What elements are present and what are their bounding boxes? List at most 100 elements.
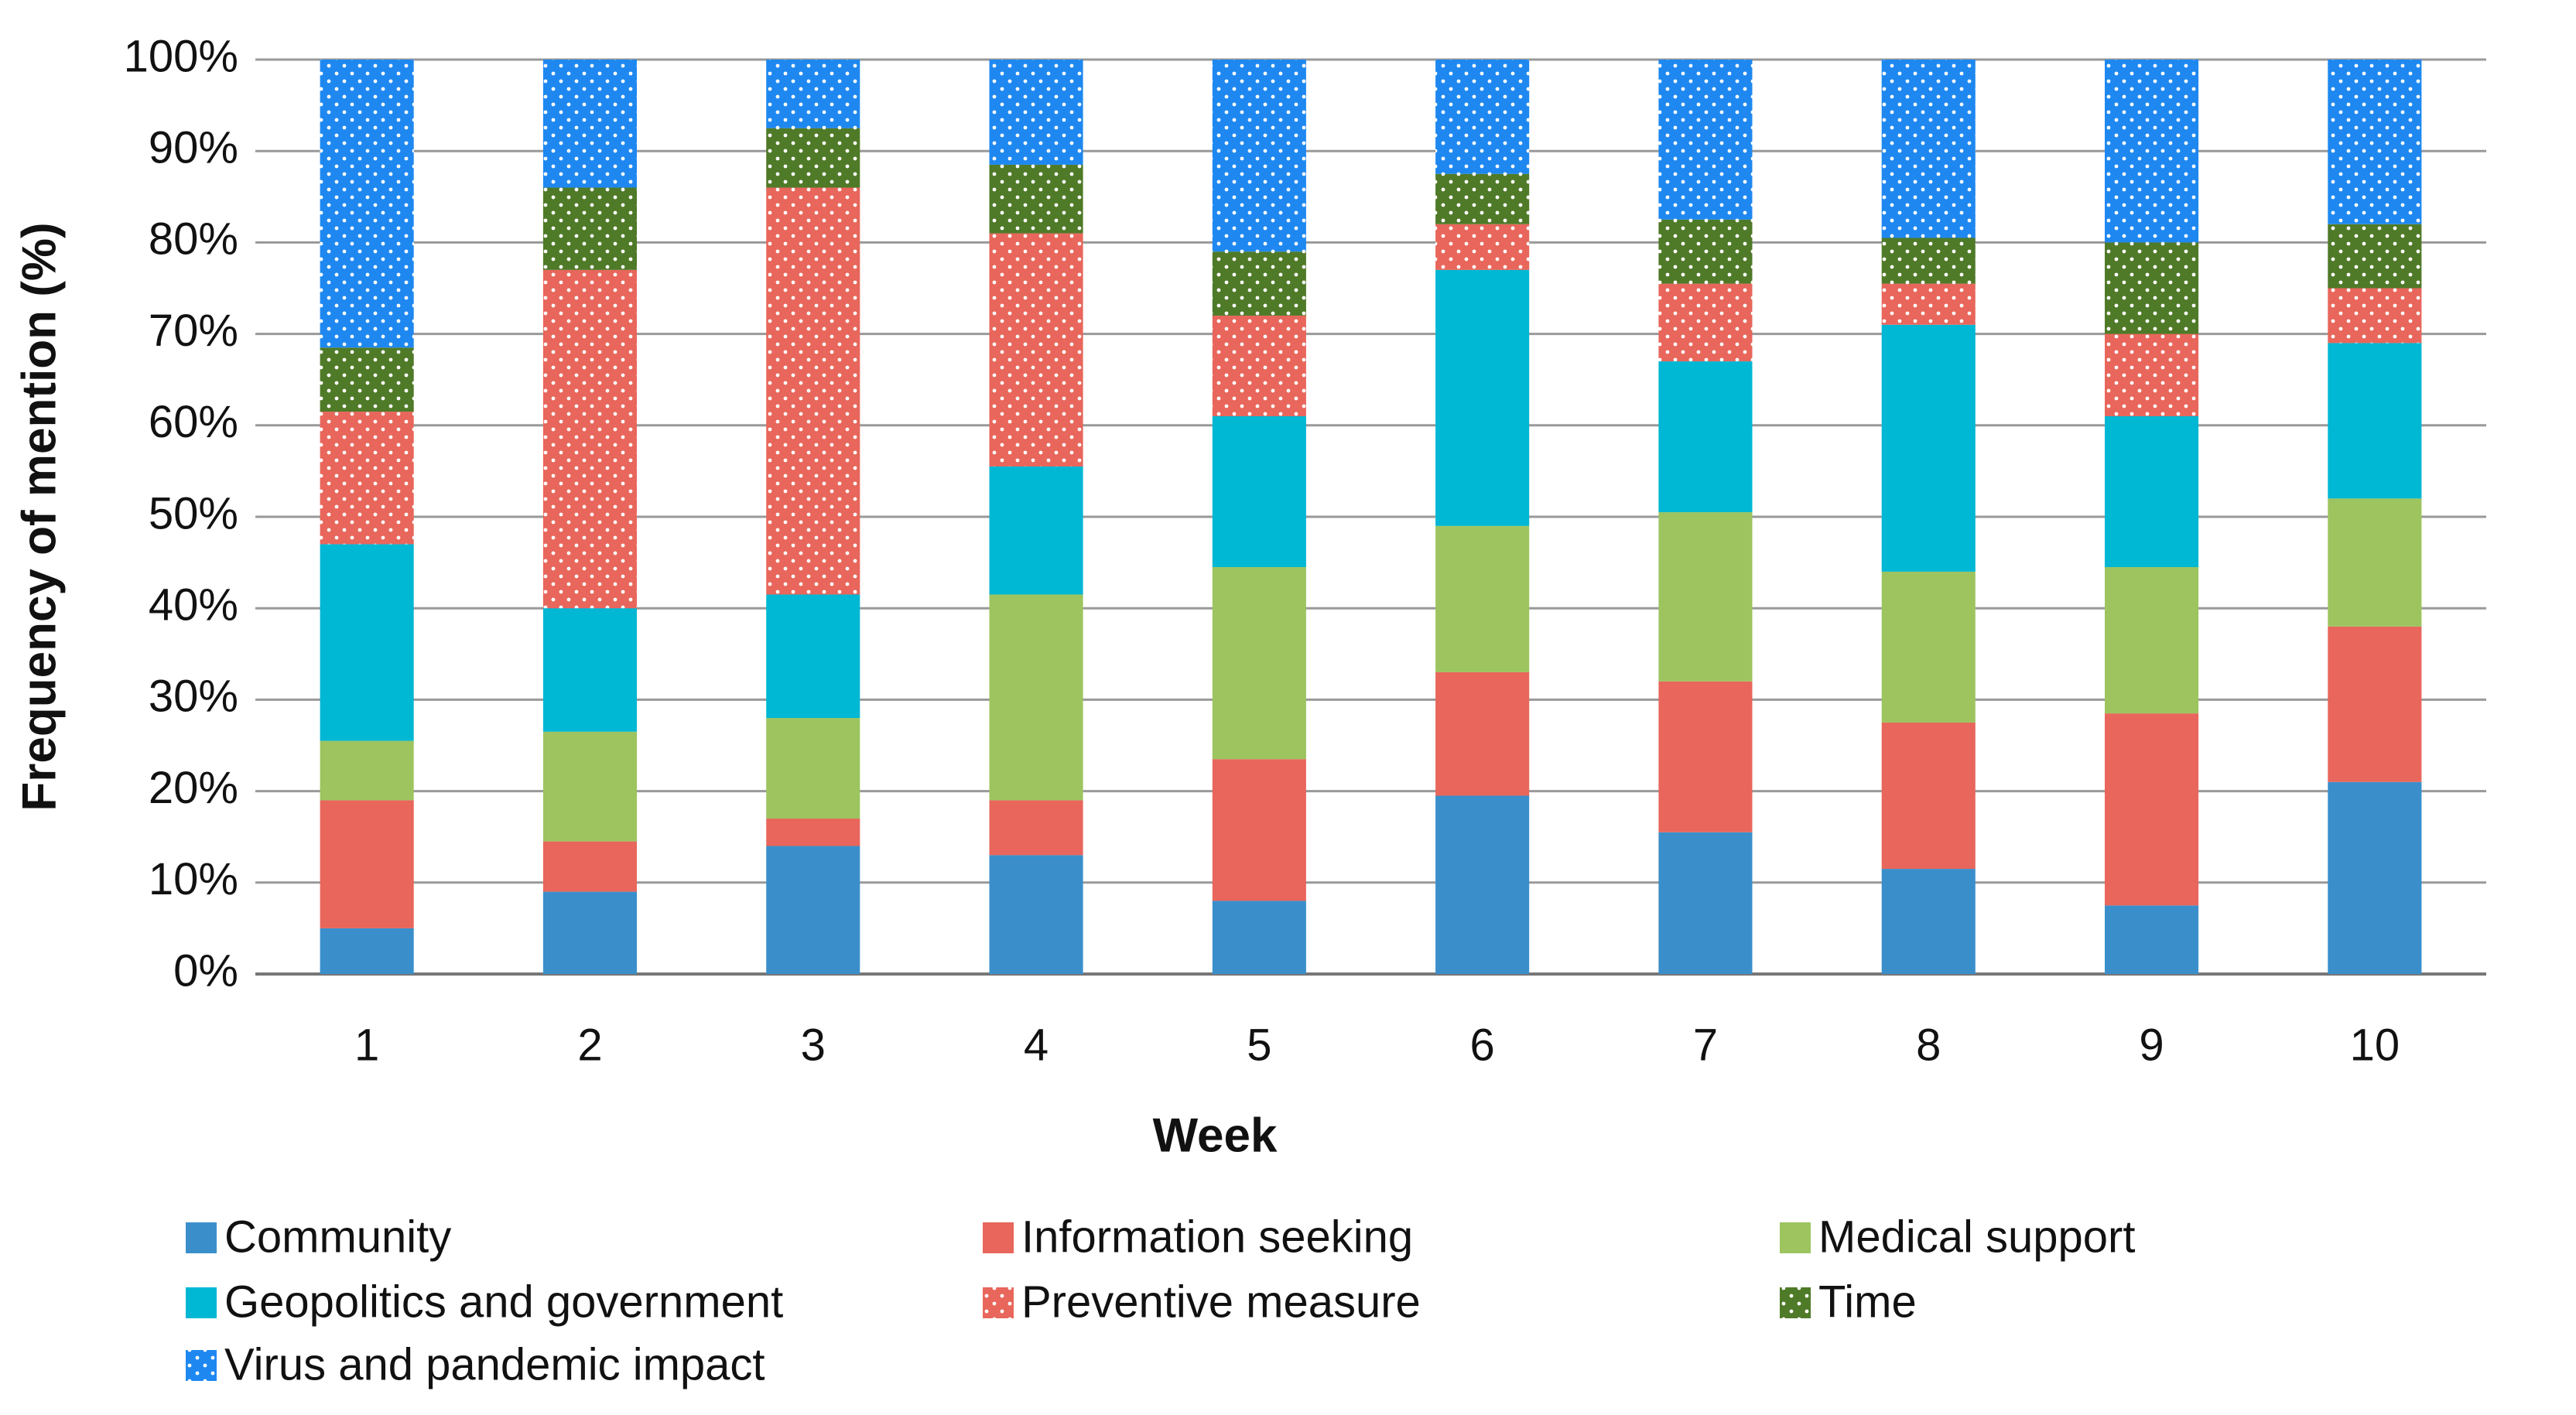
x-tick-label: 1 bbox=[354, 1020, 379, 1070]
bar-segment bbox=[989, 466, 1083, 595]
bar-segment bbox=[2105, 415, 2199, 568]
bar-segment bbox=[766, 187, 860, 595]
x-tick-label: 10 bbox=[2350, 1020, 2400, 1070]
bar-segment bbox=[542, 60, 637, 188]
bar-segment bbox=[2105, 567, 2199, 714]
y-tick-label: 100% bbox=[124, 31, 238, 81]
bar-segment bbox=[2105, 60, 2199, 243]
bar-segment bbox=[542, 269, 637, 609]
bar-segment bbox=[1212, 315, 1306, 416]
bar-segment bbox=[1435, 525, 1530, 672]
bar-segment bbox=[1435, 269, 1530, 526]
bar-segment bbox=[2328, 781, 2422, 974]
bar-segment bbox=[2105, 905, 2199, 974]
bar-segment bbox=[2105, 713, 2199, 906]
bar-segment bbox=[542, 841, 637, 892]
bar-segment bbox=[1658, 681, 1753, 832]
legend-swatch bbox=[983, 1222, 1014, 1253]
legend-swatch bbox=[1780, 1287, 1811, 1318]
y-tick-label: 90% bbox=[149, 123, 238, 173]
x-tick-label: 4 bbox=[1024, 1020, 1049, 1070]
bar-segment bbox=[1212, 759, 1306, 901]
y-tick-label: 50% bbox=[149, 488, 238, 538]
bar-segment bbox=[320, 800, 414, 928]
bar-segment bbox=[1658, 283, 1753, 362]
bar-segment bbox=[1881, 571, 1976, 723]
bar-segment bbox=[989, 800, 1083, 856]
y-tick-label: 60% bbox=[149, 397, 238, 447]
bar-segment bbox=[766, 128, 860, 188]
bar-segment bbox=[989, 594, 1083, 801]
y-tick-label: 0% bbox=[173, 945, 238, 996]
bar-segment bbox=[2105, 242, 2199, 334]
bar-segment bbox=[542, 891, 637, 974]
bar-segment bbox=[989, 855, 1083, 974]
bar-segment bbox=[320, 740, 414, 801]
bar-segment bbox=[1658, 60, 1753, 220]
legend-swatch bbox=[186, 1350, 217, 1381]
bar-segment bbox=[989, 60, 1083, 165]
bar-segment bbox=[766, 594, 860, 719]
bar-segment bbox=[1435, 795, 1530, 974]
bar-segment bbox=[542, 187, 637, 270]
legend-label: Time bbox=[1818, 1277, 1917, 1327]
bar-segment bbox=[766, 718, 860, 819]
bar-segment bbox=[2328, 498, 2422, 627]
bar-segment bbox=[320, 60, 414, 348]
x-tick-label: 7 bbox=[1693, 1020, 1718, 1070]
x-tick-label: 5 bbox=[1247, 1020, 1271, 1070]
bar-segment bbox=[1881, 869, 1976, 974]
x-tick-label: 2 bbox=[577, 1020, 602, 1070]
bar-segment bbox=[320, 544, 414, 741]
bar-segment bbox=[1212, 251, 1306, 316]
legend-swatch bbox=[983, 1287, 1014, 1318]
bar-segment bbox=[989, 164, 1083, 234]
bar-segment bbox=[2328, 60, 2422, 224]
bar-segment bbox=[2328, 343, 2422, 499]
x-tick-label: 6 bbox=[1470, 1020, 1495, 1070]
bar-segment bbox=[1658, 219, 1753, 284]
bar-segment bbox=[1881, 722, 1976, 870]
bar-segment bbox=[542, 608, 637, 732]
bar-segment bbox=[1212, 415, 1306, 568]
legend-label: Community bbox=[224, 1212, 451, 1262]
bar-segment bbox=[1881, 324, 1976, 572]
y-tick-label: 40% bbox=[149, 580, 238, 631]
y-axis-title: Frequency of mention (%) bbox=[12, 222, 66, 811]
bar-segment bbox=[766, 60, 860, 128]
y-tick-label: 10% bbox=[149, 854, 238, 904]
bar-segment bbox=[1435, 224, 1530, 270]
legend-label: Virus and pandemic impact bbox=[224, 1339, 765, 1389]
legend-swatch bbox=[1780, 1222, 1811, 1253]
bar-segment bbox=[320, 347, 414, 412]
bar-segment bbox=[1658, 832, 1753, 974]
y-tick-label: 20% bbox=[149, 763, 238, 813]
legend-label: Geopolitics and government bbox=[224, 1277, 783, 1327]
legend-label: Medical support bbox=[1818, 1212, 2135, 1262]
bar-segment bbox=[766, 819, 860, 846]
legend-label: Preventive measure bbox=[1021, 1277, 1421, 1327]
y-tick-label: 70% bbox=[149, 306, 238, 356]
x-tick-label: 9 bbox=[2139, 1020, 2164, 1070]
y-tick-label: 30% bbox=[149, 672, 238, 722]
bar-segment bbox=[1658, 512, 1753, 682]
x-tick-label: 8 bbox=[1916, 1020, 1941, 1070]
bar-segment bbox=[1881, 60, 1976, 238]
bar-segment bbox=[320, 928, 414, 974]
bar-segment bbox=[2328, 626, 2422, 782]
bar-segment bbox=[766, 846, 860, 974]
bar-segment bbox=[2328, 288, 2422, 343]
bar-segment bbox=[1212, 567, 1306, 760]
legend-swatch bbox=[186, 1287, 217, 1318]
bar-segment bbox=[1435, 173, 1530, 224]
x-axis-title: Week bbox=[1153, 1109, 1278, 1162]
bar-segment bbox=[1435, 60, 1530, 174]
legend-label: Information seeking bbox=[1021, 1212, 1413, 1262]
bar-segment bbox=[1881, 238, 1976, 284]
y-tick-label: 80% bbox=[149, 214, 238, 265]
legend-swatch bbox=[186, 1222, 217, 1253]
bar-segment bbox=[2328, 224, 2422, 289]
bar-segment bbox=[2105, 333, 2199, 416]
bar-segment bbox=[1212, 901, 1306, 974]
